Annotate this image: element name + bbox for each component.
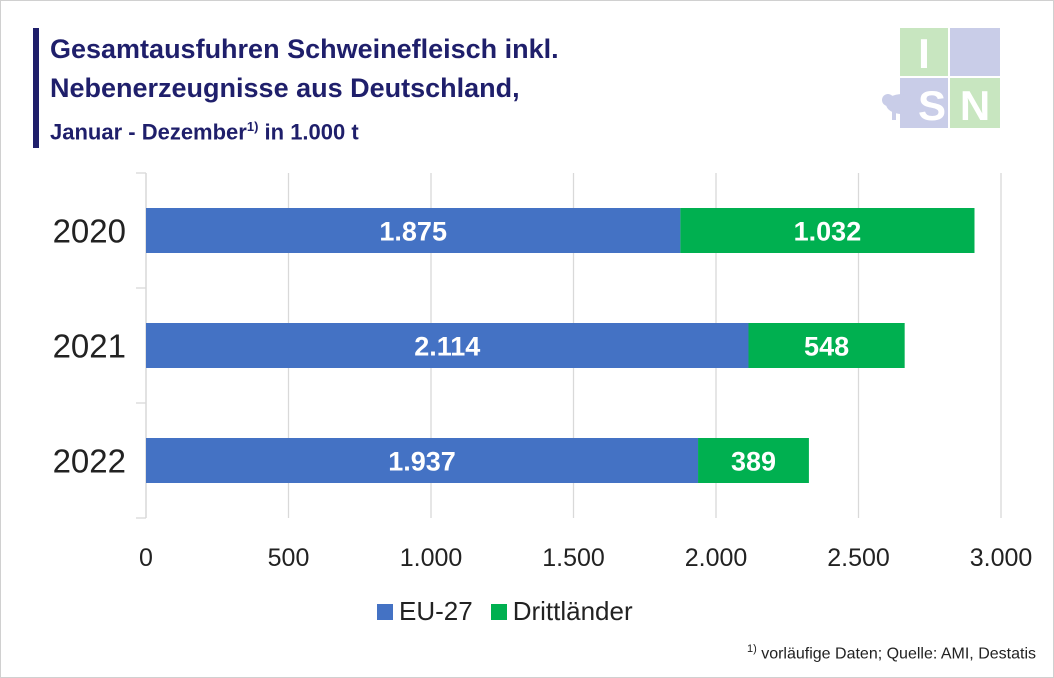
bar-third xyxy=(748,323,905,368)
title-line-1: Gesamtausfuhren Schweinefleisch inkl. xyxy=(50,34,559,64)
data-label-eu: 1.937 xyxy=(388,447,456,477)
x-tick-label: 3.000 xyxy=(970,544,1033,572)
legend-swatch-third xyxy=(490,603,507,620)
title-line-3-unit: in 1.000 t xyxy=(258,119,359,145)
title-line-2: Nebenerzeugnisse aus Deutschland, xyxy=(50,73,520,103)
bar-eu xyxy=(146,323,749,368)
chart-title: Gesamtausfuhren Schweinefleisch inkl. Ne… xyxy=(50,30,559,151)
y-category-label: 2020 xyxy=(53,213,126,250)
data-label-third: 548 xyxy=(804,332,849,362)
y-category-label: 2021 xyxy=(53,328,126,365)
bar-third xyxy=(680,208,975,253)
pig-icon xyxy=(882,94,918,120)
footnote-text: vorläufige Daten; Quelle: AMI, Destatis xyxy=(756,645,1036,663)
bar-eu xyxy=(146,438,699,483)
legend-label-third: Drittländer xyxy=(512,596,633,626)
legend-label-eu: EU-27 xyxy=(399,596,473,626)
isn-logo: I S N xyxy=(882,28,1000,129)
y-category-label: 2022 xyxy=(53,443,126,480)
title-line-3: Januar - Dezember1) in 1.000 t xyxy=(50,108,559,151)
legend: EU-27 Drittländer xyxy=(377,596,651,627)
title-accent-bar xyxy=(33,28,39,148)
x-tick-label: 1.500 xyxy=(542,544,605,572)
x-tick-label: 500 xyxy=(268,544,310,572)
logo-letter-n: N xyxy=(960,82,990,129)
legend-item-third: Drittländer xyxy=(490,596,633,627)
x-tick-label: 0 xyxy=(139,544,153,572)
legend-item-eu: EU-27 xyxy=(377,596,473,627)
x-tick-label: 1.000 xyxy=(400,544,463,572)
data-label-third: 1.032 xyxy=(794,217,862,247)
x-tick-label: 2.500 xyxy=(827,544,890,572)
logo-letter-i: I xyxy=(918,30,930,77)
data-label-third: 389 xyxy=(731,447,776,477)
title-footnote-marker: 1) xyxy=(246,119,259,134)
x-tick-label: 2.000 xyxy=(685,544,748,572)
legend-swatch-eu xyxy=(377,603,393,620)
footnote-marker: 1) xyxy=(746,643,757,655)
footnote: 1) vorläufige Daten; Quelle: AMI, Destat… xyxy=(747,643,1036,663)
logo-letter-s: S xyxy=(918,82,946,129)
data-label-eu: 1.875 xyxy=(379,217,447,247)
title-line-3-text: Januar - Dezember xyxy=(50,119,247,145)
bar-eu xyxy=(146,208,681,253)
bar-third xyxy=(698,438,809,483)
data-label-eu: 2.114 xyxy=(414,332,480,362)
